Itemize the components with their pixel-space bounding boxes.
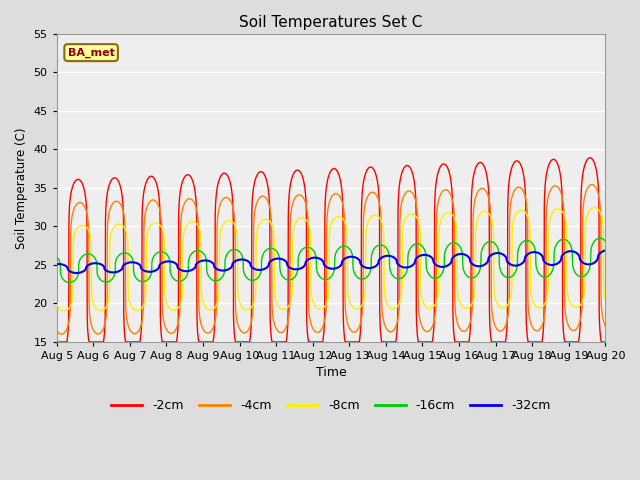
Y-axis label: Soil Temperature (C): Soil Temperature (C) — [15, 127, 28, 249]
X-axis label: Time: Time — [316, 367, 346, 380]
Title: Soil Temperatures Set C: Soil Temperatures Set C — [239, 15, 422, 30]
Legend: -2cm, -4cm, -8cm, -16cm, -32cm: -2cm, -4cm, -8cm, -16cm, -32cm — [106, 395, 556, 417]
Text: BA_met: BA_met — [68, 48, 115, 58]
